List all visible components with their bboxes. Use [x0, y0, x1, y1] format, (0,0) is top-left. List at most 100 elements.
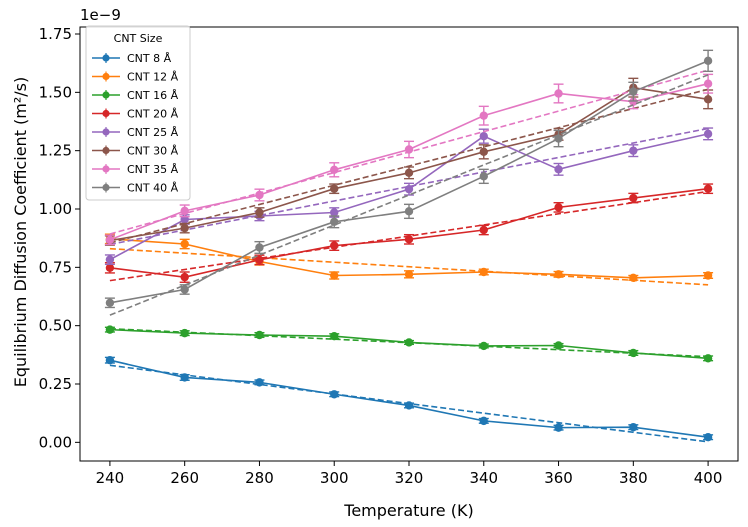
data-point — [703, 56, 713, 66]
data-point — [330, 271, 339, 280]
plot-layer — [104, 49, 714, 443]
data-point — [554, 165, 563, 174]
y-tick-label: 0.25 — [39, 375, 72, 393]
data-point — [703, 95, 713, 104]
data-point — [105, 325, 115, 334]
y-tick-label: 1.25 — [39, 142, 72, 160]
legend-label: CNT 12 Å — [127, 71, 179, 84]
data-point — [255, 190, 264, 200]
y-tick-label: 0.50 — [39, 317, 72, 335]
fit-line — [109, 127, 709, 246]
y-tick-label: 0.75 — [39, 258, 72, 276]
legend-entry: CNT 8 Å — [92, 52, 172, 65]
x-tick-label: 320 — [395, 469, 424, 487]
data-point — [404, 338, 414, 347]
legend-box — [85, 25, 191, 201]
data-point — [479, 416, 488, 426]
data-point — [105, 235, 115, 244]
data-point — [479, 111, 488, 120]
data-point — [105, 356, 115, 365]
legend-label: CNT 40 Å — [127, 182, 179, 195]
legend-marker — [102, 109, 110, 118]
x-axis-label: Temperature (K) — [343, 501, 473, 520]
data-point — [479, 132, 488, 141]
data-point — [554, 203, 563, 212]
data-point — [404, 145, 414, 154]
legend-entry: CNT 12 Å — [92, 71, 179, 84]
data-point — [404, 235, 414, 244]
data-point — [703, 354, 713, 363]
legend-entry: CNT 20 Å — [92, 108, 179, 121]
x-tick-label: 340 — [469, 469, 498, 487]
y-tick-label: 1.00 — [39, 200, 72, 218]
data-point — [554, 89, 563, 98]
data-point — [404, 184, 414, 194]
legend-label: CNT 20 Å — [127, 108, 179, 121]
fit-line — [109, 247, 709, 286]
data-point — [330, 217, 339, 227]
data-point — [330, 331, 339, 341]
series-cnt-8 — [104, 356, 714, 443]
data-point — [404, 270, 414, 279]
legend-marker — [102, 91, 110, 99]
data-point — [629, 87, 638, 96]
x-tick-label: 260 — [170, 469, 199, 487]
legend-label: CNT 25 Å — [127, 126, 179, 139]
x-tick-label: 400 — [694, 469, 723, 487]
legend-marker — [102, 54, 110, 62]
data-point — [404, 207, 414, 216]
x-tick-label: 380 — [619, 469, 648, 487]
data-point — [554, 134, 563, 143]
data-point — [554, 270, 563, 279]
data-point — [703, 129, 713, 139]
x-tick-label: 300 — [320, 469, 349, 487]
data-point — [629, 422, 638, 432]
data-point — [554, 341, 563, 350]
data-point — [479, 147, 488, 157]
legend-entry: CNT 25 Å — [92, 126, 179, 139]
legend-marker — [102, 165, 110, 173]
legend-label: CNT 16 Å — [127, 89, 179, 102]
legend-label: CNT 30 Å — [127, 145, 179, 158]
legend-title: CNT Size — [114, 32, 163, 45]
legend-marker — [102, 72, 110, 81]
data-point — [479, 341, 488, 351]
legend-marker — [102, 128, 110, 136]
data-point — [703, 271, 713, 280]
data-point — [180, 328, 189, 338]
legend-marker — [102, 146, 110, 155]
legend-entry: CNT 16 Å — [92, 89, 179, 102]
legend-entry: CNT 40 Å — [92, 182, 179, 195]
y-tick-label: 1.75 — [39, 25, 72, 43]
data-point — [255, 243, 264, 252]
data-point — [479, 225, 488, 235]
data-point — [255, 330, 264, 340]
data-point — [255, 378, 264, 387]
series-cnt-35 — [104, 69, 714, 246]
legend-label: CNT 8 Å — [127, 52, 172, 65]
data-point — [255, 208, 264, 217]
data-point — [180, 206, 189, 216]
legend-entry: CNT 35 Å — [92, 163, 179, 176]
data-point — [629, 348, 638, 358]
legend-label: CNT 35 Å — [127, 163, 179, 176]
y-axis-scale-label: 1e−9 — [80, 6, 121, 24]
data-point — [105, 298, 115, 307]
x-tick-label: 240 — [96, 469, 125, 487]
data-point — [330, 390, 339, 399]
data-point — [180, 239, 189, 249]
legend-marker — [102, 183, 110, 192]
data-point — [629, 97, 638, 106]
series-cnt-25 — [104, 127, 714, 265]
data-point — [330, 241, 339, 250]
data-point — [703, 79, 713, 88]
data-point — [105, 255, 115, 264]
data-point — [180, 373, 189, 382]
data-point — [629, 193, 638, 203]
data-point — [479, 267, 488, 277]
series-cnt-40 — [104, 49, 714, 316]
data-point — [703, 184, 713, 193]
data-point — [180, 285, 189, 294]
data-point — [629, 146, 638, 155]
